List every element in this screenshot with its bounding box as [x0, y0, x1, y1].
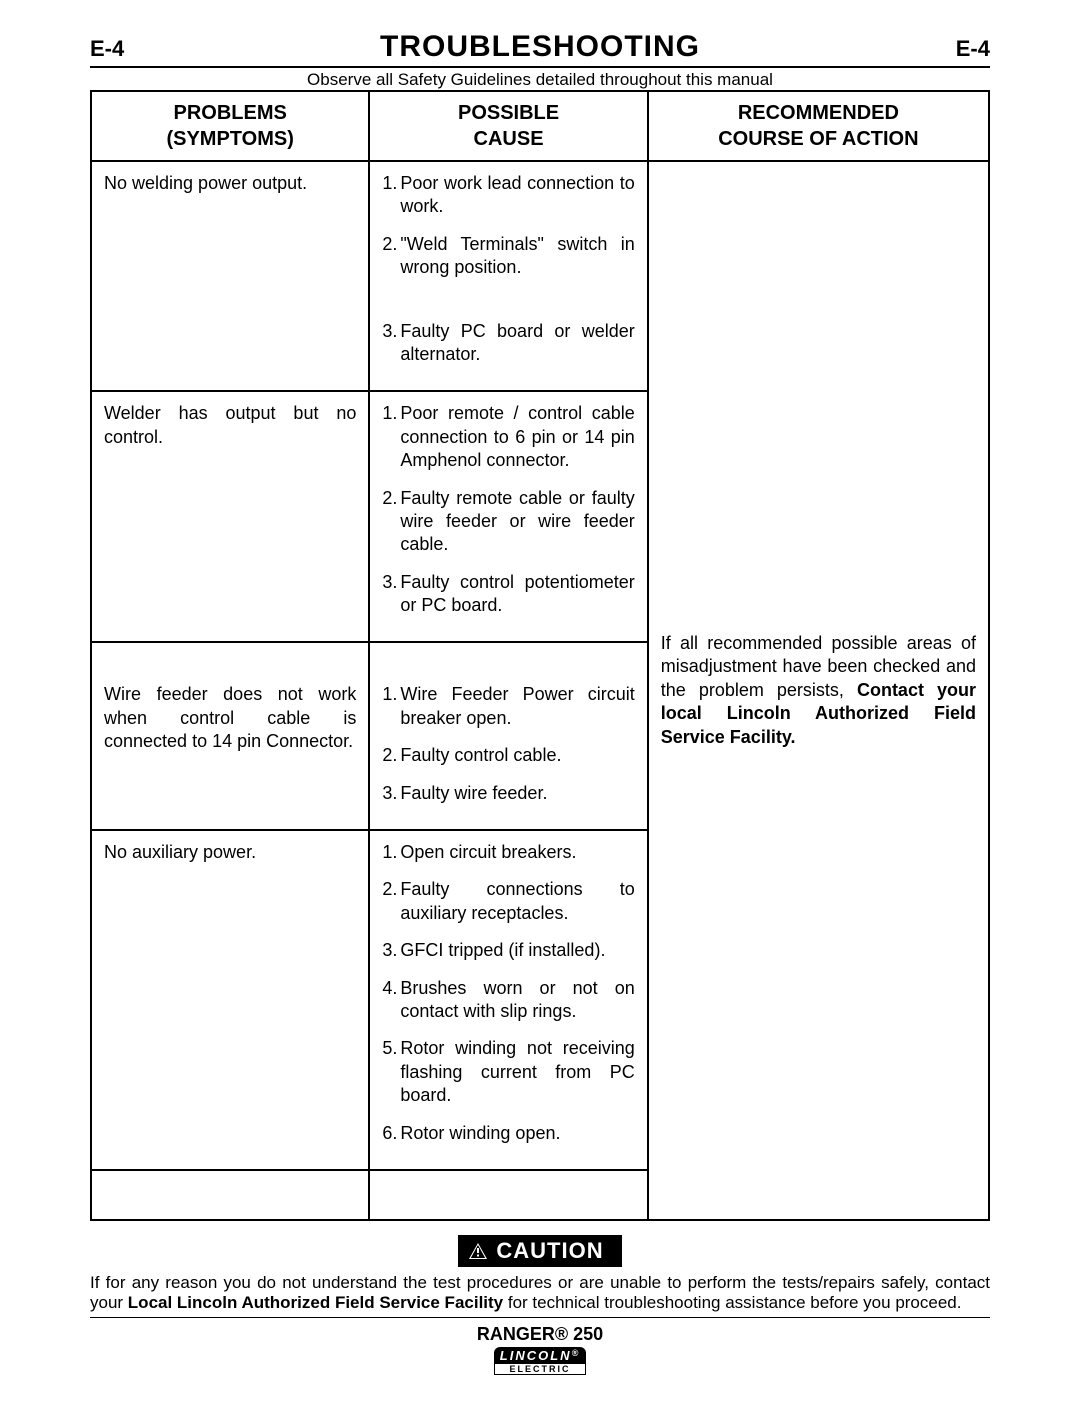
cause-list: Poor remote / control cable connection t… — [382, 402, 634, 617]
logo-top-text: LINCOLN — [500, 1348, 572, 1363]
cause-item: Faulty control cable. — [382, 744, 634, 767]
cause-item: "Weld Terminals" switch in wrong positio… — [382, 233, 634, 280]
th-problems: PROBLEMS(SYMPTOMS) — [91, 91, 369, 161]
warning-icon — [468, 1242, 488, 1260]
cause-item: Wire Feeder Power circuit breaker open. — [382, 683, 634, 730]
cause-cell: Open circuit breakers. Faulty connection… — [369, 830, 647, 1170]
caution-wrapper: CAUTION — [90, 1235, 990, 1267]
cause-item: Open circuit breakers. — [382, 841, 634, 864]
header-code-left: E-4 — [90, 36, 124, 62]
th-cause-text: POSSIBLECAUSE — [458, 102, 559, 150]
cause-item: Faulty remote cable or faulty wire feede… — [382, 487, 634, 557]
footer-post: for technical troubleshooting assistance… — [503, 1293, 961, 1312]
footer-text: If for any reason you do not understand … — [90, 1273, 990, 1318]
action-text: If all recommended possible areas of mis… — [661, 632, 976, 749]
cause-list: Open circuit breakers. Faulty connection… — [382, 841, 634, 1145]
cause-cell: Poor remote / control cable connection t… — [369, 391, 647, 642]
problem-cell: No welding power output. — [91, 161, 369, 391]
logo-bottom: ELECTRIC — [494, 1364, 586, 1375]
problem-cell: No auxiliary power. — [91, 830, 369, 1170]
th-action: RECOMMENDEDCOURSE OF ACTION — [648, 91, 989, 161]
problem-text: No welding power output. — [104, 173, 307, 193]
caution-badge: CAUTION — [458, 1235, 621, 1267]
cause-item: Poor work lead connection to work. — [382, 172, 634, 219]
cause-item: GFCI tripped (if installed). — [382, 939, 634, 962]
cause-item: Rotor winding not receiving flashing cur… — [382, 1037, 634, 1107]
page: E-4 TROUBLESHOOTING E-4 Observe all Safe… — [0, 0, 1080, 1417]
product-name: RANGER® 250 — [90, 1324, 990, 1345]
product-footer: RANGER® 250 LINCOLN® ELECTRIC — [90, 1324, 990, 1377]
page-header: E-4 TROUBLESHOOTING E-4 — [90, 30, 990, 68]
problem-text: No auxiliary power. — [104, 842, 256, 862]
problem-cell: Welder has output but no control. — [91, 391, 369, 642]
cause-item: Faulty PC board or welder alternator. — [382, 320, 634, 367]
page-title: TROUBLESHOOTING — [380, 30, 700, 64]
cause-list: Poor work lead connection to work. "Weld… — [382, 172, 634, 366]
empty-cell — [369, 1170, 647, 1220]
header-code-right: E-4 — [956, 36, 990, 62]
cause-cell: Wire Feeder Power circuit breaker open. … — [369, 642, 647, 830]
problem-text: Wire feeder does not work when control c… — [104, 684, 356, 751]
cause-item: Faulty control potentiometer or PC board… — [382, 571, 634, 618]
cause-item: Faulty connections to auxiliary receptac… — [382, 878, 634, 925]
cause-item: Rotor winding open. — [382, 1122, 634, 1145]
cause-list: Wire Feeder Power circuit breaker open. … — [382, 683, 634, 805]
cause-item: Brushes worn or not on contact with slip… — [382, 977, 634, 1024]
lincoln-logo: LINCOLN® ELECTRIC — [494, 1347, 586, 1375]
th-problems-text: PROBLEMS(SYMPTOMS) — [166, 102, 293, 150]
th-action-text: RECOMMENDEDCOURSE OF ACTION — [718, 102, 918, 150]
problem-cell: Wire feeder does not work when control c… — [91, 642, 369, 830]
action-cell: If all recommended possible areas of mis… — [648, 161, 989, 1220]
problem-text: Welder has output but no control. — [104, 403, 356, 446]
empty-cell — [91, 1170, 369, 1220]
table-header-row: PROBLEMS(SYMPTOMS) POSSIBLECAUSE RECOMME… — [91, 91, 989, 161]
logo-top: LINCOLN® — [494, 1347, 586, 1364]
caution-label: CAUTION — [496, 1238, 603, 1264]
cause-item: Poor remote / control cable connection t… — [382, 402, 634, 472]
safety-note: Observe all Safety Guidelines detailed t… — [90, 70, 990, 90]
footer-bold: Local Lincoln Authorized Field Service F… — [128, 1293, 503, 1312]
cause-cell: Poor work lead connection to work. "Weld… — [369, 161, 647, 391]
troubleshooting-table: PROBLEMS(SYMPTOMS) POSSIBLECAUSE RECOMME… — [90, 90, 990, 1221]
th-cause: POSSIBLECAUSE — [369, 91, 647, 161]
cause-item: Faulty wire feeder. — [382, 782, 634, 805]
table-row: No welding power output. Poor work lead … — [91, 161, 989, 391]
